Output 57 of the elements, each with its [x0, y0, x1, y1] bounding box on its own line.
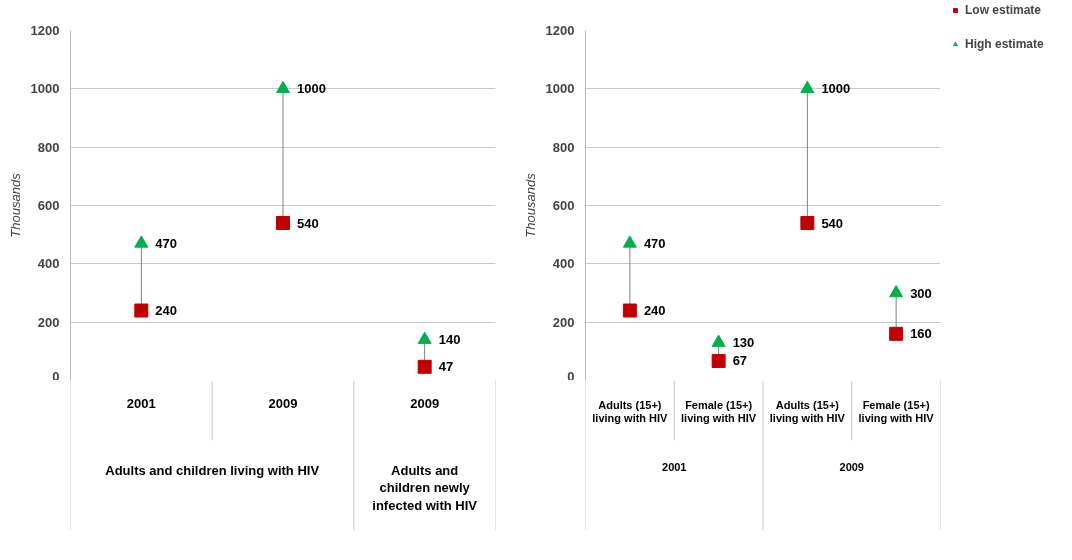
y-tick-label: 200 — [552, 314, 575, 330]
legend-label: High estimate — [965, 37, 1044, 51]
x-tick-label: Adults (15+) living with HIV — [592, 398, 669, 425]
point — [711, 334, 726, 347]
x-tick-label: 2001 — [126, 395, 156, 411]
point — [134, 303, 149, 318]
data-label: 540 — [297, 215, 319, 231]
y-tick-label: 1200 — [30, 23, 60, 38]
y-tick-label: 600 — [552, 198, 575, 213]
point — [889, 326, 904, 341]
x-tick-label: 2009 — [410, 395, 440, 411]
data-label: 160 — [910, 326, 932, 342]
text: Adults and children living with HIV — [105, 463, 320, 478]
legend-label: Low estimate — [965, 3, 1042, 17]
y-tick-label: 400 — [552, 256, 575, 272]
point — [417, 331, 432, 344]
y-tick-label: 800 — [552, 139, 575, 155]
y-tick-label: 1200 — [545, 23, 575, 38]
y-axis-title: Thousands — [522, 172, 538, 238]
data-label: 47 — [438, 359, 454, 375]
y-tick-label: 400 — [37, 256, 60, 272]
point — [276, 80, 290, 94]
text: 2009 — [839, 461, 864, 473]
y-tick-label: 1000 — [545, 81, 575, 97]
y-tick-label: 1000 — [30, 81, 60, 97]
y-tick-label: 600 — [37, 198, 60, 213]
data-label: 130 — [732, 335, 755, 351]
y-tick-label: 800 — [37, 139, 60, 155]
x-tick-label: Adults (15+) living with HIV — [769, 398, 846, 425]
y-tick-label: 0 — [567, 368, 575, 384]
data-label: 300 — [910, 285, 932, 301]
point — [276, 216, 290, 230]
point — [889, 284, 904, 298]
y-tick-label: 200 — [37, 314, 60, 330]
point — [134, 235, 149, 248]
point — [800, 80, 815, 94]
data-label: 67 — [732, 353, 748, 369]
x-tick-label: Female (15+) living with HIV — [681, 398, 757, 425]
point — [711, 353, 726, 368]
point — [622, 303, 637, 318]
y-tick-label: 0 — [52, 368, 60, 384]
text: Adults and children newly infected with HIV — [372, 463, 478, 513]
data-label: 140 — [438, 332, 461, 348]
text: 2001 — [662, 461, 687, 473]
x-tick-label: Female (15+) living with HIV — [858, 398, 935, 425]
point — [417, 359, 432, 374]
x-tick-label: 2009 — [268, 395, 298, 411]
data-label: 240 — [643, 303, 666, 318]
point — [622, 235, 637, 248]
data-label: 1000 — [297, 81, 326, 97]
data-label: 240 — [155, 303, 178, 318]
data-label: 540 — [821, 215, 844, 231]
data-label: 470 — [643, 235, 666, 251]
point — [800, 216, 815, 230]
y-axis-title: Thousands — [7, 172, 23, 238]
data-label: 470 — [155, 235, 178, 251]
data-label: 1000 — [821, 81, 851, 97]
